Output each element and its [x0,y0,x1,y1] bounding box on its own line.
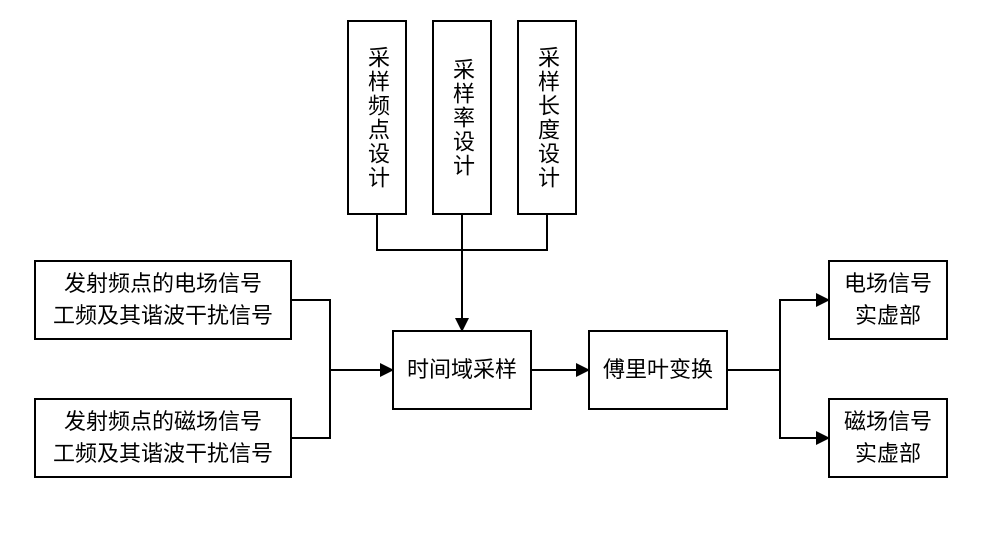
node-label-top_c: 采样长度设计 [531,46,563,190]
edge-e8 [728,300,828,370]
node-label-out_upper: 电场信号实虚部 [844,268,932,332]
node-label-fourier: 傅里叶变换 [603,354,713,386]
edge-e3 [462,215,547,250]
edge-e5 [292,300,392,370]
node-label-left_lower: 发射频点的磁场信号工频及其谐波干扰信号 [53,406,273,470]
node-label-out_lower: 磁场信号实虚部 [844,406,932,470]
node-top_b: 采样率设计 [432,20,492,215]
node-label-top_b: 采样率设计 [446,58,478,178]
node-top_c: 采样长度设计 [517,20,577,215]
edge-e9 [780,370,828,438]
node-label-left_upper: 发射频点的电场信号工频及其谐波干扰信号 [53,268,273,332]
node-out_lower: 磁场信号实虚部 [828,398,948,478]
node-center: 时间域采样 [392,330,532,410]
node-top_a: 采样频点设计 [347,20,407,215]
node-label-top_a: 采样频点设计 [361,46,393,190]
node-out_upper: 电场信号实虚部 [828,260,948,340]
node-label-center: 时间域采样 [407,354,517,386]
edge-e6 [292,370,330,438]
node-left_lower: 发射频点的磁场信号工频及其谐波干扰信号 [34,398,292,478]
node-fourier: 傅里叶变换 [588,330,728,410]
node-left_upper: 发射频点的电场信号工频及其谐波干扰信号 [34,260,292,340]
edge-e1 [377,215,462,250]
